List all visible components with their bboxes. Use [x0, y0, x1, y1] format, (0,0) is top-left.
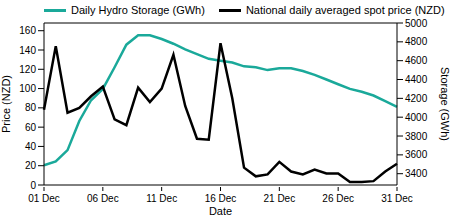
- svg-text:21 Dec: 21 Dec: [263, 193, 295, 204]
- svg-text:160: 160: [19, 25, 36, 36]
- svg-text:120: 120: [19, 64, 36, 75]
- svg-text:4600: 4600: [405, 55, 428, 66]
- svg-text:Price (NZD): Price (NZD): [8, 75, 12, 133]
- html-text:Daily Hydro Storage (GWh): Daily Hydro Storage (GWh): [71, 4, 205, 16]
- svg-text:4200: 4200: [405, 93, 428, 104]
- svg-text:3800: 3800: [405, 131, 428, 142]
- svg-text:100: 100: [19, 83, 36, 94]
- svg-text:60: 60: [25, 122, 37, 133]
- svg-text:4000: 4000: [405, 112, 428, 123]
- svg-text:5000: 5000: [405, 18, 428, 29]
- svg-text:3400: 3400: [405, 168, 428, 179]
- svg-text:26 Dec: 26 Dec: [322, 193, 354, 204]
- svg-text:40: 40: [25, 141, 37, 152]
- svg-text:4400: 4400: [405, 74, 428, 85]
- svg-text:4800: 4800: [405, 36, 428, 47]
- svg-text:0: 0: [30, 180, 36, 191]
- svg-text:140: 140: [19, 45, 36, 56]
- svg-text:01 Dec: 01 Dec: [28, 193, 60, 204]
- svg-text:3600: 3600: [405, 149, 428, 160]
- svg-text:06 Dec: 06 Dec: [87, 193, 119, 204]
- svg-text:20: 20: [25, 160, 37, 171]
- svg-text:80: 80: [25, 102, 37, 113]
- svg-text:31 Dec: 31 Dec: [381, 193, 413, 204]
- html-text:National daily averaged spot p: National daily averaged spot price (NZD): [245, 4, 445, 16]
- svg-text:11 Dec: 11 Dec: [146, 193, 177, 204]
- svg-text:Storage (GWh): Storage (GWh): [439, 67, 443, 141]
- svg-text:16 Dec: 16 Dec: [205, 193, 237, 204]
- svg-text:Date: Date: [209, 205, 232, 217]
